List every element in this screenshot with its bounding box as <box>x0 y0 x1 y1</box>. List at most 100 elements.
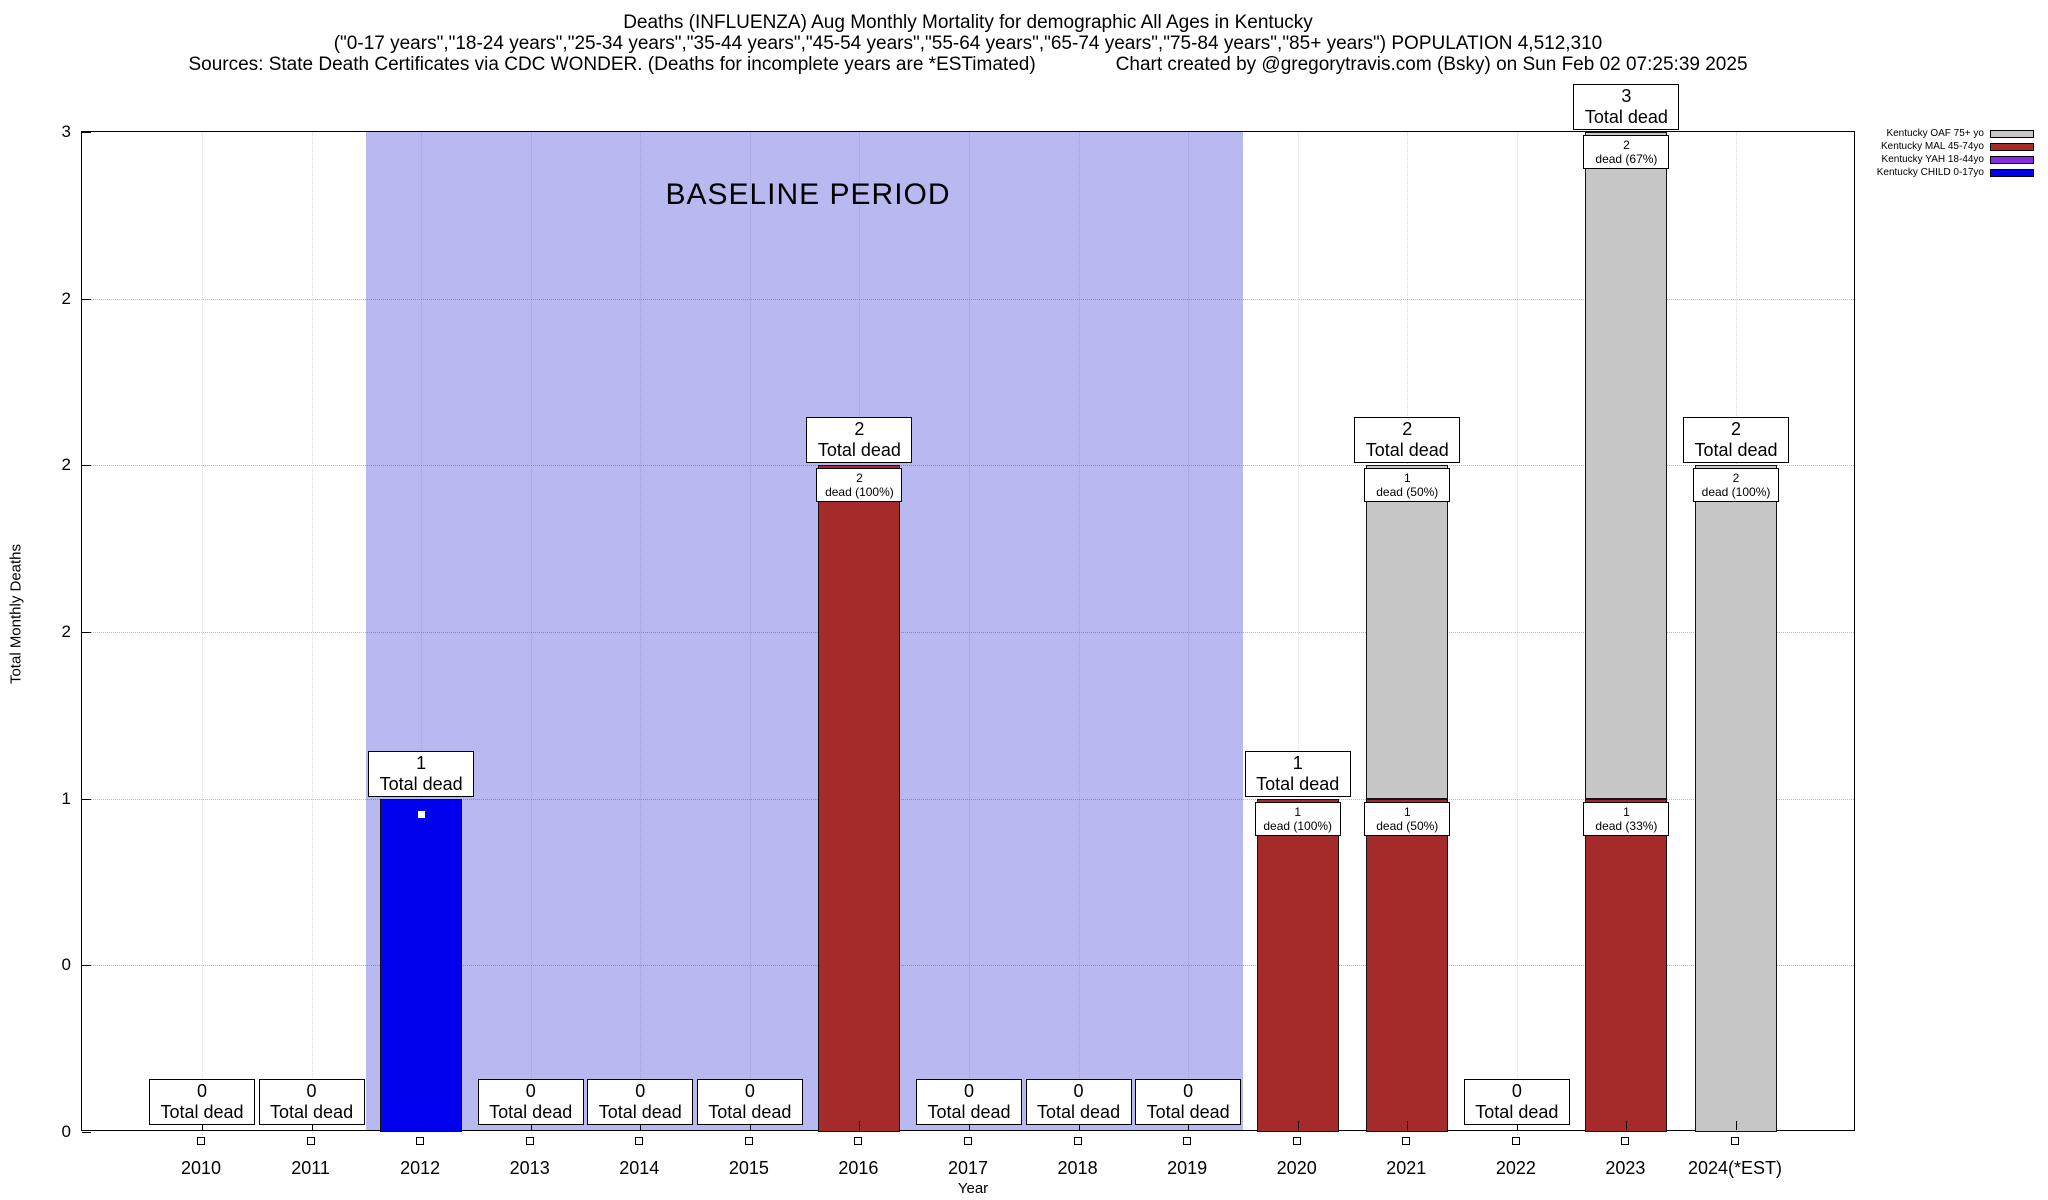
total-label: Total dead <box>1584 107 1668 127</box>
x-tick-point-square <box>416 1137 425 1145</box>
horizontal-gridline <box>82 798 1854 800</box>
total-dead-box-2014: 0 Total dead <box>587 1079 694 1125</box>
x-tick-point-square <box>1731 1137 1739 1145</box>
baseline-period-region <box>366 132 1243 1130</box>
y-tick-mark <box>82 298 91 300</box>
legend-item-MAL: Kentucky MAL 45-74yo <box>1877 142 2034 152</box>
x-tick-point-square <box>1402 1137 1411 1145</box>
chart-subtitle-demographics: ("0-17 years","18-24 years","25-34 years… <box>333 33 1603 54</box>
x-tick-mark <box>1297 1121 1299 1130</box>
bar-segment-2024(*EST)-OAF <box>1695 465 1777 1132</box>
x-tick-point-square <box>964 1137 972 1145</box>
y-tick-mark <box>82 798 91 800</box>
bar-segment-2023-MAL <box>1585 798 1668 1132</box>
x-tick-mark <box>202 1121 203 1130</box>
total-count: 0 <box>635 1081 646 1101</box>
x-tick-label-2011: 2011 <box>291 1158 330 1178</box>
total-count: 3 <box>1621 86 1632 106</box>
vertical-gridline <box>202 132 203 1130</box>
segment-percent: dead (67%) <box>1595 152 1658 166</box>
vertical-gridline <box>749 132 751 1130</box>
vertical-gridline <box>1516 132 1518 1130</box>
legend-label: Kentucky OAF 75+ yo <box>1886 128 1984 139</box>
x-tick-point-square <box>306 1137 315 1145</box>
y-tick-mark <box>82 965 91 967</box>
x-tick-label-2019: 2019 <box>1167 1158 1208 1178</box>
x-tick-point-square <box>1511 1137 1520 1145</box>
x-tick-mark <box>1078 1121 1080 1130</box>
segment-count: 2 <box>1732 471 1740 486</box>
total-count: 0 <box>1183 1081 1194 1101</box>
total-count: 0 <box>744 1081 755 1101</box>
bar-segment-2021-MAL <box>1366 798 1449 1132</box>
segment-count: 1 <box>1403 471 1411 486</box>
bar-segment-2016-MAL <box>818 465 901 1132</box>
x-tick-point-square <box>635 1137 644 1145</box>
horizontal-gridline <box>82 465 1854 467</box>
legend-color-swatch-YAH <box>1990 156 2034 164</box>
x-tick-mark <box>1407 1121 1409 1130</box>
segment-percent: dead (100%) <box>1263 818 1333 833</box>
segment-percent: dead (33%) <box>1595 818 1658 833</box>
total-dead-box-2020: 1 Total dead <box>1244 750 1351 797</box>
total-label: Total dead <box>598 1102 682 1122</box>
y-tick-label: 1 <box>61 788 71 808</box>
y-axis-title: Total Monthly Deaths <box>7 543 25 685</box>
total-count: 0 <box>306 1081 317 1101</box>
legend-item-OAF: Kentucky OAF 75+ yo <box>1877 129 2034 139</box>
segment-count: 2 <box>856 471 863 486</box>
y-tick-label: 2 <box>61 288 71 308</box>
segment-label-2021-OAF: 1 dead (50%) <box>1364 468 1451 503</box>
legend-color-swatch-MAL <box>1990 143 2034 151</box>
vertical-gridline <box>530 132 532 1130</box>
total-label: Total dead <box>1365 440 1449 461</box>
data-point-marker-2012 <box>418 810 426 818</box>
plot-area: BASELINE PERIOD 0 Total dead 0 Total dead 1 To… <box>81 84 1855 1133</box>
chart-title: Deaths (INFLUENZA) Aug Monthly Mortality… <box>623 12 1313 33</box>
x-tick-label-2017: 2017 <box>947 1158 989 1178</box>
legend-item-YAH: Kentucky YAH 18-44yo <box>1877 155 2034 165</box>
chart-titles: Deaths (INFLUENZA) Aug Monthly Mortality… <box>0 12 1936 75</box>
total-label: Total dead <box>1694 440 1778 461</box>
chart-credit-text: Chart created by @gregorytravis.com (Bsk… <box>1115 54 1748 75</box>
vertical-gridline <box>1297 132 1299 1130</box>
x-tick-mark <box>640 1121 642 1130</box>
bar-segment-2021-OAF <box>1366 465 1449 799</box>
vertical-gridline <box>1078 132 1080 1130</box>
x-tick-mark <box>421 1121 423 1130</box>
total-dead-box-2011: 0 Total dead <box>258 1079 365 1125</box>
vertical-gridline <box>421 132 423 1130</box>
y-tick-mark <box>82 465 91 467</box>
y-tick-label: 2 <box>61 455 71 475</box>
y-tick-mark <box>82 632 91 633</box>
segment-label-2023-OAF: 2 dead (67%) <box>1583 135 1670 169</box>
y-tick-mark <box>82 1132 91 1133</box>
x-tick-point-square <box>744 1137 753 1145</box>
x-tick-label-2024(*EST): 2024(*EST) <box>1687 1158 1783 1178</box>
total-count: 2 <box>854 419 865 440</box>
total-label: Total dead <box>270 1102 354 1122</box>
segment-percent: dead (100%) <box>825 485 894 500</box>
y-tick-mark <box>82 132 91 133</box>
total-dead-box-2024(*EST): 2 Total dead <box>1683 417 1789 464</box>
legend: Kentucky OAF 75+ yo Kentucky MAL 45-74yo K… <box>1877 129 2034 181</box>
segment-percent: dead (50%) <box>1376 485 1439 500</box>
x-tick-mark <box>311 1121 313 1130</box>
total-count: 0 <box>196 1081 207 1101</box>
segment-label-2021-MAL: 1 dead (50%) <box>1364 801 1451 836</box>
total-dead-box-2021: 2 Total dead <box>1354 417 1461 464</box>
x-tick-mark <box>749 1121 751 1130</box>
total-dead-box-2023: 3 Total dead <box>1573 84 1680 130</box>
x-tick-label-2020: 2020 <box>1276 1158 1317 1178</box>
segment-label-2023-MAL: 1 dead (33%) <box>1583 801 1670 836</box>
segment-percent: dead (50%) <box>1376 818 1439 833</box>
x-tick-label-2023: 2023 <box>1605 1158 1646 1178</box>
total-count: 0 <box>1073 1081 1084 1101</box>
x-tick-mark <box>530 1121 532 1130</box>
x-tick-label-2013: 2013 <box>509 1158 550 1178</box>
x-tick-label-2014: 2014 <box>619 1158 660 1178</box>
x-tick-mark <box>1736 1121 1737 1130</box>
total-label: Total dead <box>708 1102 792 1122</box>
total-dead-box-2017: 0 Total dead <box>916 1079 1022 1125</box>
total-count: 2 <box>1730 419 1741 440</box>
